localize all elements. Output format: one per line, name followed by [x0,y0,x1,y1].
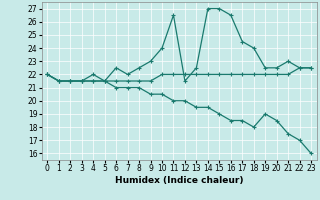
X-axis label: Humidex (Indice chaleur): Humidex (Indice chaleur) [115,176,244,185]
